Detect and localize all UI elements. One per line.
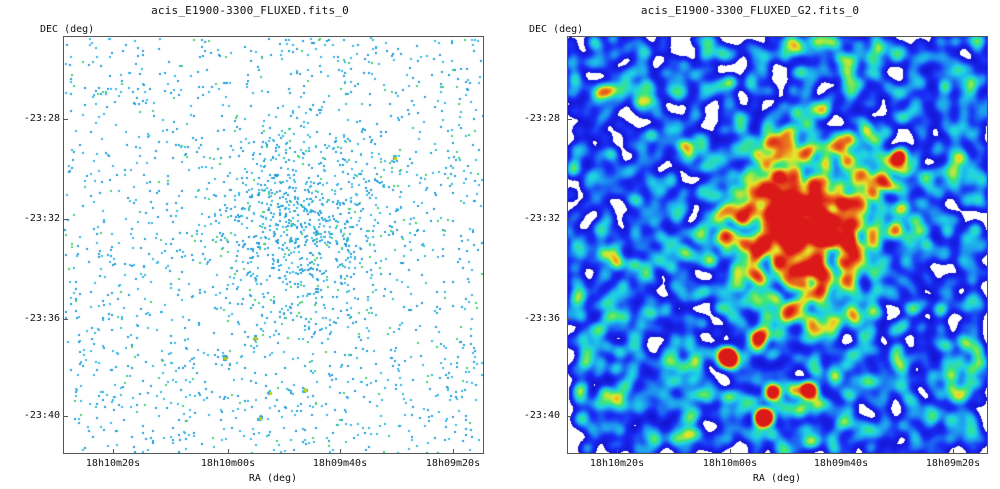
x-tick-mark [228, 449, 229, 454]
y-tick-label: -23:36 [523, 313, 560, 324]
x-tick-mark [953, 449, 954, 454]
y-tick-mark [567, 219, 572, 220]
y-tick-mark [63, 219, 68, 220]
y-tick-label: -23:32 [23, 213, 60, 224]
x-tick-label: 18h10m20s [85, 458, 141, 469]
x-tick-label: 18h10m00s [200, 458, 256, 469]
y-tick-mark [567, 319, 572, 320]
x-tick-label: 18h09m20s [925, 458, 981, 469]
right-image-panel: acis_E1900-3300_FLUXED_G2.fits_0 DEC (de… [500, 0, 1000, 489]
y-tick-label: -23:28 [523, 113, 560, 124]
y-tick-mark [63, 319, 68, 320]
x-tick-label: 18h10m00s [702, 458, 758, 469]
y-tick-label: -23:40 [523, 410, 560, 421]
y-tick-mark [567, 416, 572, 417]
x-tick-mark [617, 449, 618, 454]
y-tick-label: -23:28 [23, 113, 60, 124]
y-tick-mark [63, 119, 68, 120]
x-tick-mark [113, 449, 114, 454]
x-tick-label: 18h09m40s [312, 458, 368, 469]
x-axis-label: RA (deg) [752, 473, 802, 484]
smoothed-intensity-image[interactable] [568, 37, 987, 453]
y-tick-label: -23:32 [523, 213, 560, 224]
x-tick-mark [730, 449, 731, 454]
x-tick-label: 18h09m40s [813, 458, 869, 469]
x-tick-mark [453, 449, 454, 454]
y-axis-label: DEC (deg) [529, 24, 584, 35]
sparse-event-image[interactable] [64, 37, 483, 453]
x-tick-mark [340, 449, 341, 454]
image-frame[interactable] [567, 36, 988, 454]
panel-title: acis_E1900-3300_FLUXED.fits_0 [151, 4, 349, 17]
y-tick-label: -23:36 [23, 313, 60, 324]
x-axis-label: RA (deg) [248, 473, 298, 484]
y-tick-mark [567, 119, 572, 120]
y-axis-label: DEC (deg) [40, 24, 95, 35]
x-tick-mark [841, 449, 842, 454]
image-frame[interactable] [63, 36, 484, 454]
x-tick-label: 18h10m20s [589, 458, 645, 469]
y-tick-label: -23:40 [23, 410, 60, 421]
panel-title: acis_E1900-3300_FLUXED_G2.fits_0 [640, 4, 860, 17]
x-tick-label: 18h09m20s [425, 458, 481, 469]
left-image-panel: acis_E1900-3300_FLUXED.fits_0 DEC (deg) … [23, 4, 484, 484]
y-tick-mark [63, 416, 68, 417]
